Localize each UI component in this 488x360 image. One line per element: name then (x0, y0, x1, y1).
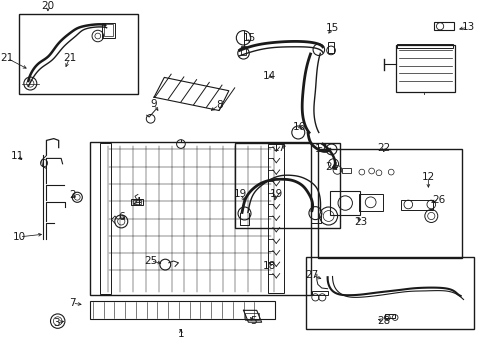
Text: 18: 18 (263, 261, 276, 271)
Text: 21: 21 (0, 53, 14, 63)
Text: 4: 4 (134, 197, 141, 207)
Text: 11: 11 (10, 150, 24, 161)
Bar (245, 313, 259, 320)
Bar (359, 194, 382, 211)
Text: 14: 14 (263, 71, 276, 81)
Bar (317, 149, 461, 258)
Bar (100, 143, 111, 294)
Bar (131, 199, 142, 205)
Text: 19: 19 (269, 189, 283, 199)
Text: 12: 12 (421, 172, 434, 182)
Text: 13: 13 (461, 22, 474, 32)
Text: 20: 20 (41, 1, 54, 12)
Bar (400, 200, 432, 210)
Bar (240, 46, 246, 55)
Bar (327, 42, 334, 53)
Bar (433, 22, 453, 30)
Bar (311, 291, 327, 295)
Bar (90, 142, 311, 295)
Text: 17: 17 (314, 144, 328, 154)
Text: 17: 17 (272, 143, 286, 153)
Text: 21: 21 (62, 53, 76, 63)
Text: 22: 22 (376, 143, 390, 153)
Text: 9: 9 (150, 99, 157, 109)
Text: 16: 16 (292, 122, 305, 132)
Bar (19, 14, 138, 94)
Text: 3: 3 (53, 318, 60, 328)
Text: 23: 23 (353, 217, 367, 228)
Text: 5: 5 (249, 316, 256, 326)
Text: 2: 2 (69, 190, 76, 200)
Text: 19: 19 (233, 189, 247, 199)
Bar (385, 314, 394, 318)
Bar (395, 45, 454, 92)
Text: 1: 1 (177, 329, 184, 339)
Text: 15: 15 (325, 23, 339, 33)
Bar (342, 168, 350, 173)
Bar (90, 301, 275, 319)
Bar (104, 24, 113, 36)
Bar (396, 44, 452, 48)
Text: 15: 15 (242, 33, 256, 43)
Bar (267, 144, 283, 293)
Text: 6: 6 (118, 212, 124, 222)
Text: 24: 24 (324, 162, 338, 172)
Text: 10: 10 (13, 232, 26, 242)
Bar (102, 23, 115, 38)
Text: 8: 8 (215, 100, 222, 110)
Text: 7: 7 (69, 298, 76, 308)
Bar (305, 257, 473, 329)
Bar (329, 191, 360, 215)
Text: 27: 27 (305, 270, 318, 280)
Text: 25: 25 (143, 256, 157, 266)
Bar (133, 200, 141, 204)
Bar (234, 143, 339, 228)
Text: 26: 26 (431, 195, 445, 205)
Text: 28: 28 (376, 316, 390, 326)
